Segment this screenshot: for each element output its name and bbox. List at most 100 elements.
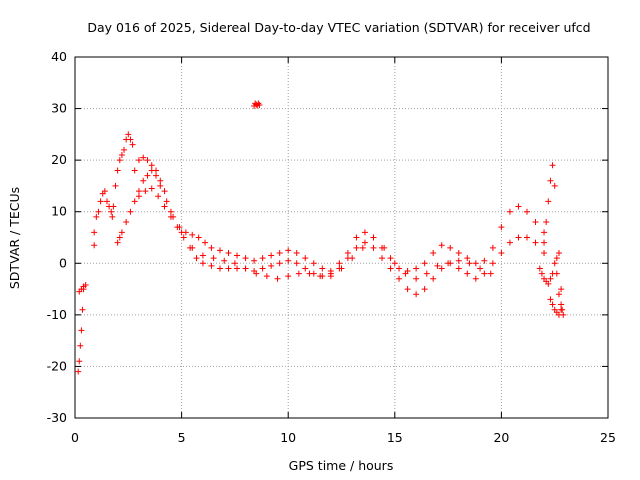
data-point [430,249,437,256]
y-tick-label: 20 [51,152,67,167]
data-point [127,208,134,215]
data-point [202,239,209,246]
data-point [506,208,513,215]
data-point [103,198,110,205]
data-point [95,208,102,215]
data-point [353,234,360,241]
data-point [199,252,206,259]
data-point [135,188,142,195]
data-point [353,244,360,251]
data-point [79,306,86,313]
data-point [547,177,554,184]
data-point [423,270,430,277]
data-point [532,219,539,226]
data-point [293,260,300,267]
data-point [161,203,168,210]
data-point [545,198,552,205]
data-point [199,260,206,267]
data-point [195,234,202,241]
data-point [140,154,147,161]
plot-frame [74,56,609,419]
data-point [553,255,560,262]
data-point [131,198,138,205]
data-point [336,260,343,267]
data-point [349,255,356,262]
data-point [97,198,104,205]
data-point [221,257,228,264]
data-point [259,255,266,262]
data-point [359,244,366,251]
data-point [558,306,565,313]
data-point [306,270,313,277]
data-point [445,260,452,267]
data-point [361,229,368,236]
data-point [487,270,494,277]
data-point [180,234,187,241]
data-point [121,146,128,153]
data-point [274,275,281,282]
data-point [396,275,403,282]
data-point [438,242,445,249]
data-point [285,247,292,254]
data-point [256,101,263,108]
data-point [434,262,441,269]
chart-title: Day 016 of 2025, Sidereal Day-to-day VTE… [87,20,590,35]
data-point [338,265,345,272]
data-point [455,249,462,256]
data-point [109,213,116,220]
data-point [545,280,552,287]
data-point [555,249,562,256]
data-point [477,265,484,272]
data-point [489,244,496,251]
data-point [208,262,215,269]
x-tick-label: 20 [493,430,509,445]
x-tick-label: 25 [600,430,616,445]
data-point [541,229,548,236]
data-point [157,177,164,184]
data-point [538,270,545,277]
data-point [225,249,232,256]
data-point [285,273,292,280]
data-point [555,291,562,298]
data-point [116,234,123,241]
data-point [135,157,142,164]
data-point [472,275,479,282]
x-axis-label: GPS time / hours [289,458,394,473]
data-point [127,136,134,143]
data-point [370,244,377,251]
data-point [163,198,170,205]
data-point [123,219,130,226]
data-point [370,234,377,241]
data-point [481,270,488,277]
data-point [225,265,232,272]
data-point [391,260,398,267]
data-point [421,260,428,267]
data-point [189,231,196,238]
axis-ticks: 0 5 10 15 20 25 -30 -20 -10 0 10 20 30 40 [47,49,616,445]
data-point [101,188,108,195]
data-point [317,273,324,280]
y-axis-label: SDTVAR / TECUs [7,187,22,289]
data-point [302,265,309,272]
data-point [114,167,121,174]
data-point [268,262,275,269]
y-tick-label: 10 [51,204,67,219]
data-point [144,172,151,179]
data-point [174,224,181,231]
data-point [167,213,174,220]
data-point [489,260,496,267]
data-point [506,239,513,246]
data-point [216,265,223,272]
y-tick-label: -30 [47,410,67,425]
data-point [140,177,147,184]
data-point [344,249,351,256]
data-point [464,270,471,277]
data-point [78,327,85,334]
data-point [523,208,530,215]
data-point [75,368,82,375]
data-point [387,255,394,262]
data-point [82,281,89,288]
y-tick-label: 30 [51,101,67,116]
data-point [402,270,409,277]
